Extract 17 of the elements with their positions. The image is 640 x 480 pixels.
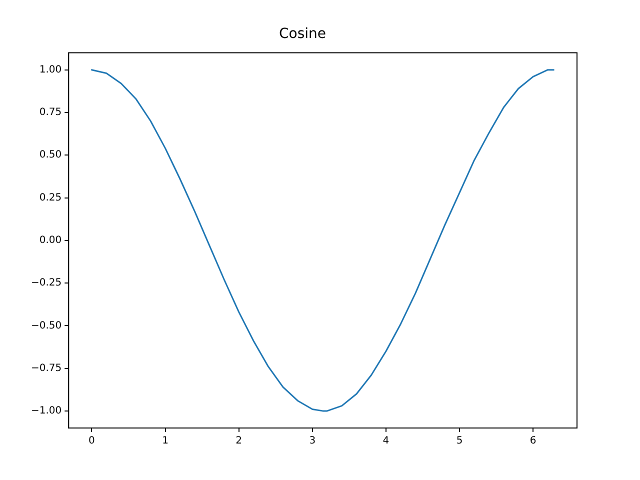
y-tick-label: −0.25 (30, 278, 62, 289)
y-tick-label: 0.50 (39, 150, 62, 161)
x-tick-label: 4 (382, 436, 390, 447)
x-tick-label: 5 (456, 436, 463, 447)
x-tick-label: 2 (236, 436, 242, 447)
y-tick-label: 0.00 (39, 234, 62, 246)
y-tick-label: −0.50 (30, 320, 62, 332)
y-tick-label: 0.25 (39, 192, 62, 204)
x-tick-label: 6 (530, 436, 536, 447)
x-tick-label: 1 (162, 436, 168, 447)
y-tick-label: −0.75 (30, 362, 62, 374)
x-tick-label: 3 (309, 436, 316, 447)
chart-title: Cosine (278, 26, 326, 42)
y-tick-label: −1.00 (30, 406, 62, 417)
x-tick-label: 0 (88, 436, 95, 447)
y-tick-label: 0.75 (39, 107, 62, 118)
y-tick-label: 1.00 (39, 64, 62, 76)
